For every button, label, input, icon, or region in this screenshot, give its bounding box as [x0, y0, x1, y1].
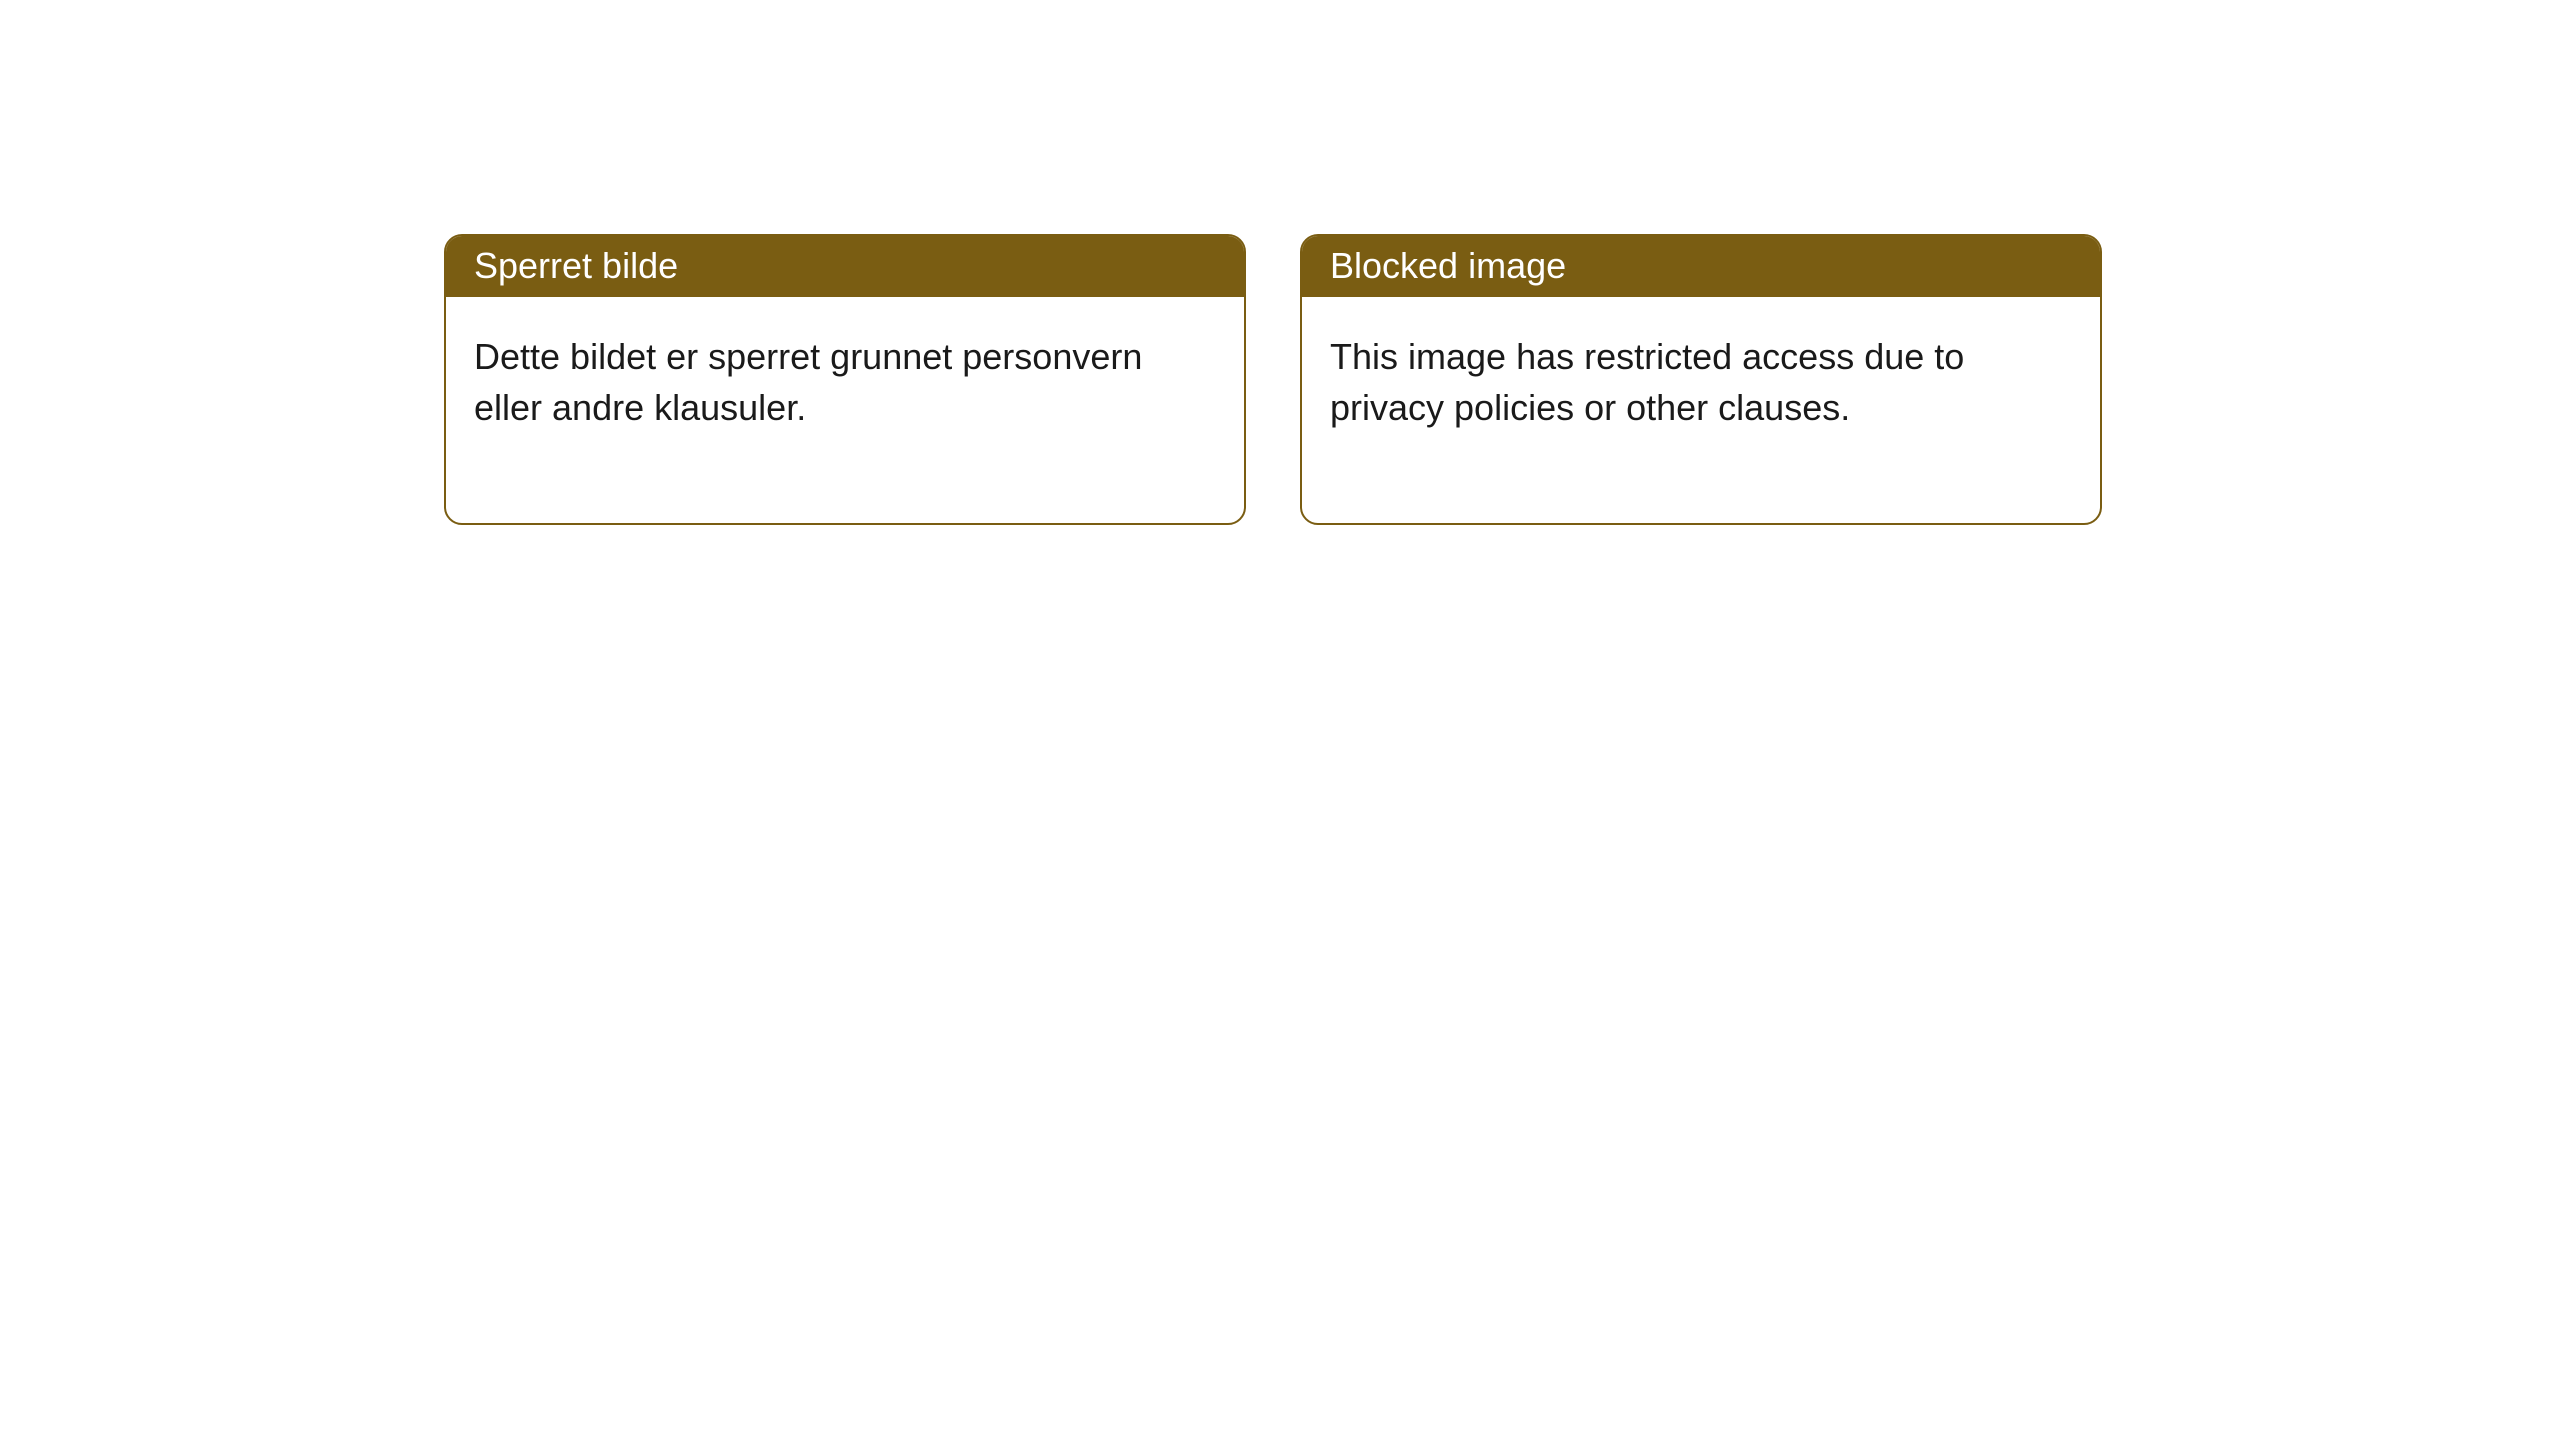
notice-title-english: Blocked image	[1302, 236, 2100, 297]
notice-container: Sperret bilde Dette bildet er sperret gr…	[0, 0, 2560, 525]
notice-body-english: This image has restricted access due to …	[1302, 297, 2100, 523]
notice-title-norwegian: Sperret bilde	[446, 236, 1244, 297]
notice-body-norwegian: Dette bildet er sperret grunnet personve…	[446, 297, 1244, 523]
notice-card-norwegian: Sperret bilde Dette bildet er sperret gr…	[444, 234, 1246, 525]
notice-card-english: Blocked image This image has restricted …	[1300, 234, 2102, 525]
